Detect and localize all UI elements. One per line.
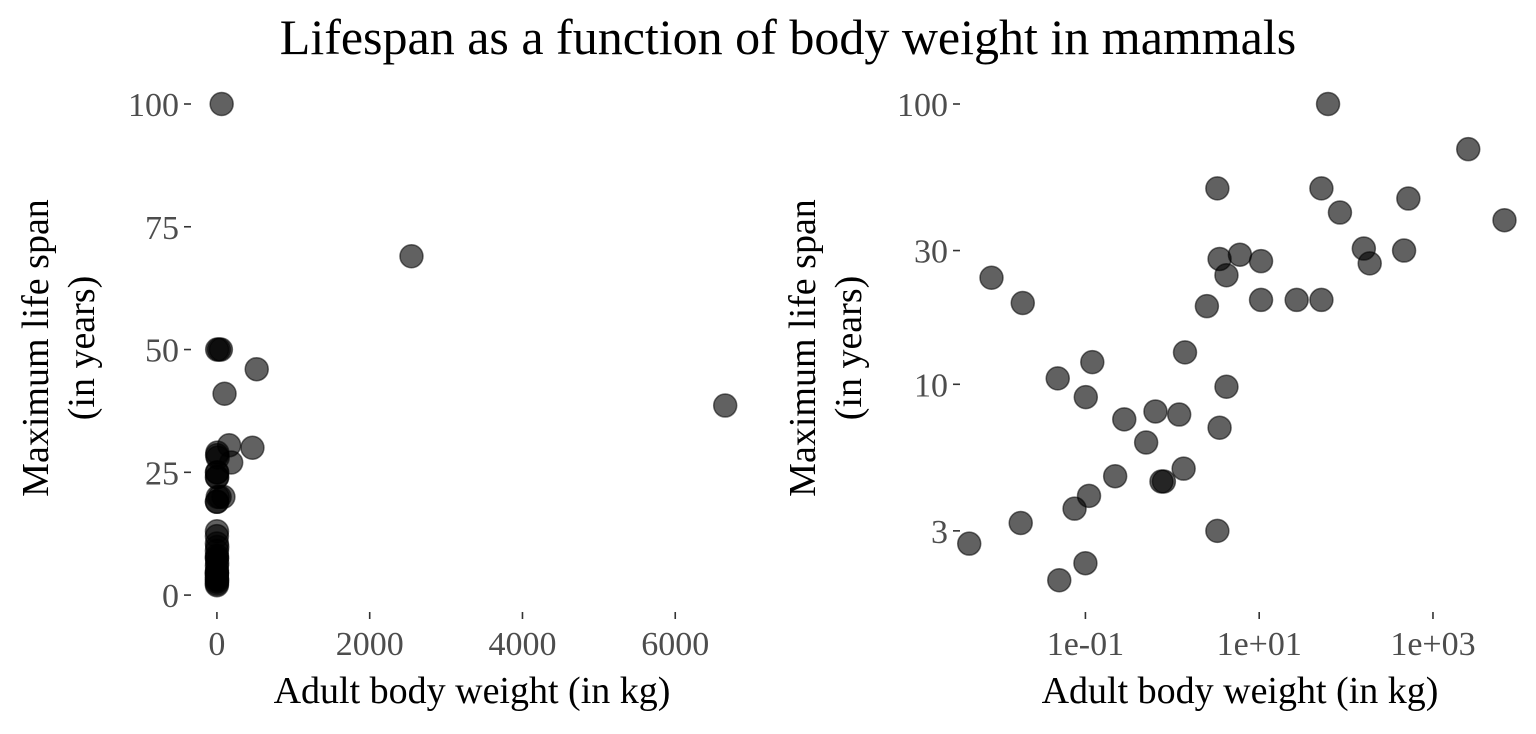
scatter-point xyxy=(205,440,230,465)
x-tick-label: 1e-01 xyxy=(1047,626,1124,663)
log-scatter-panel: 3 10 30 100 1e-01 1e+01 1e+03 Adult body weight… xyxy=(782,87,1517,712)
scatter-point xyxy=(1351,236,1377,261)
scatter-point xyxy=(1391,238,1417,263)
scatter-point xyxy=(1008,510,1033,536)
scatter-point xyxy=(1194,293,1220,319)
y-tick-label: 75 xyxy=(145,210,179,247)
y-axis-title: Maximum life span (in years) xyxy=(15,199,103,497)
scatter-point xyxy=(244,356,269,382)
scatter-point xyxy=(956,531,982,556)
scatter-point xyxy=(1045,366,1070,391)
scatter-point xyxy=(1073,550,1098,576)
x-tick-label: 2000 xyxy=(336,626,404,663)
scatter-point xyxy=(1047,567,1072,593)
scatter-point xyxy=(1214,374,1239,400)
scatter-point xyxy=(1080,349,1105,375)
scatter-point xyxy=(1133,430,1159,455)
scatter-point xyxy=(1112,407,1137,432)
scatter-point xyxy=(1456,136,1481,162)
scatter-point xyxy=(1309,176,1334,201)
scatter-point xyxy=(1073,384,1099,410)
y-tick-label: 50 xyxy=(145,333,179,370)
scatter-point xyxy=(240,435,265,461)
scatter-point xyxy=(1166,402,1192,427)
scatter-point xyxy=(1062,496,1087,521)
y-tick-label: 30 xyxy=(914,234,948,271)
scatter-point xyxy=(1207,415,1232,440)
scatter-point xyxy=(712,393,738,418)
y-tick-label: 100 xyxy=(128,87,179,124)
y-axis-title-line: Maximum life span xyxy=(15,199,57,497)
y-tick-label: 0 xyxy=(162,578,179,615)
scatter-point xyxy=(1327,200,1353,225)
y-axis-title: Maximum life span (in years) xyxy=(782,199,870,497)
scatter-point xyxy=(1205,518,1230,544)
y-axis-title-line: Maximum life span xyxy=(782,199,824,497)
scatter-point xyxy=(204,489,230,515)
scatter-point xyxy=(1010,290,1036,316)
scatter-point xyxy=(979,265,1004,290)
y-tick-label: 10 xyxy=(914,367,948,404)
scatter-point xyxy=(204,337,230,362)
scatter-point xyxy=(1149,469,1174,494)
scatter-point xyxy=(1172,340,1198,365)
x-tick-label: 1e+01 xyxy=(1217,626,1302,663)
y-axis-title-line: (in years) xyxy=(828,276,870,421)
scatter-point xyxy=(1396,186,1421,211)
scatter-point xyxy=(204,464,230,490)
scatter-point xyxy=(1205,176,1230,201)
x-tick-label: 6000 xyxy=(641,626,709,663)
y-tick-label: 100 xyxy=(897,87,948,124)
scatter-point xyxy=(212,381,237,406)
linear-scatter-panel: 0 25 50 75 100 0 2000 4000 6000 Adult body weight… xyxy=(15,87,738,712)
scatter-point xyxy=(1248,248,1274,274)
scatter-point xyxy=(1214,262,1239,288)
x-axis-title: Adult body weight (in kg) xyxy=(1042,670,1439,712)
scatter-point xyxy=(209,91,234,117)
y-tick-label: 25 xyxy=(145,455,179,492)
scatter-point xyxy=(1315,91,1341,117)
y-tick-label: 3 xyxy=(931,514,948,551)
scatter-point xyxy=(1492,207,1517,233)
scatter-point xyxy=(1143,399,1168,424)
scatter-point xyxy=(204,573,230,598)
x-tick-label: 1e+03 xyxy=(1390,626,1475,663)
scatter-point xyxy=(1309,287,1334,313)
scatter-point xyxy=(1227,242,1253,267)
x-tick-label: 0 xyxy=(208,626,225,663)
x-tick-label: 4000 xyxy=(488,626,556,663)
y-axis-title-line: (in years) xyxy=(61,276,103,421)
chart-title: Lifespan as a function of body weight in… xyxy=(280,9,1296,65)
scatter-point xyxy=(1248,287,1274,313)
scatter-point xyxy=(1102,463,1128,489)
x-axis-title: Adult body weight (in kg) xyxy=(274,670,671,712)
scatter-point xyxy=(1284,287,1309,313)
scatter-point xyxy=(399,243,424,269)
scatter-point xyxy=(1171,456,1196,481)
